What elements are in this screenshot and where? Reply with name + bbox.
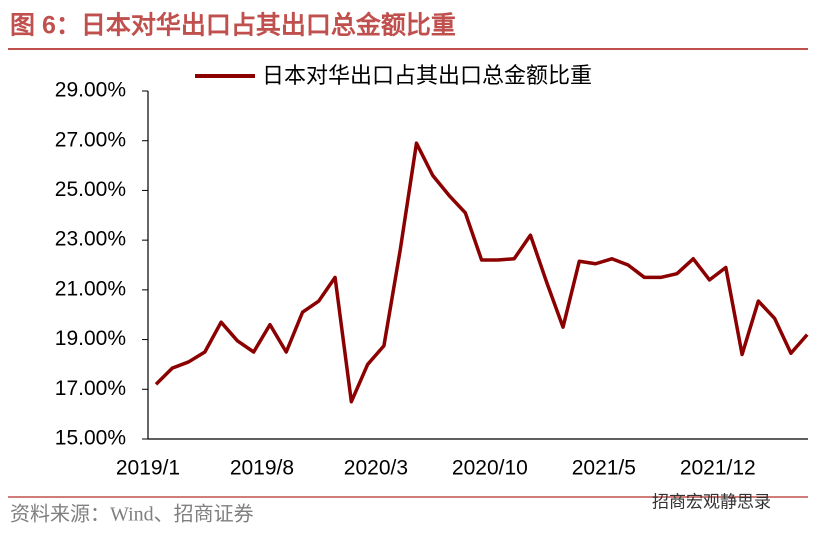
y-tick-label: 15.00% <box>55 427 126 450</box>
chart-title: 图 6：日本对华出口占其出口总金额比重 <box>10 11 456 40</box>
y-tick-label: 27.00% <box>55 128 126 151</box>
watermark: 招商宏观静思录 <box>652 492 771 511</box>
y-tick-label: 19.00% <box>55 327 126 350</box>
y-tick-label: 21.00% <box>55 277 126 300</box>
x-tick-label: 2019/1 <box>116 457 180 480</box>
x-tick-label: 2019/8 <box>230 457 294 480</box>
x-tick-label: 2021/5 <box>572 457 636 480</box>
x-tick-label: 2020/3 <box>344 457 408 480</box>
x-tick-label: 2020/10 <box>452 457 528 480</box>
y-tick-label: 25.00% <box>55 178 126 201</box>
series-line <box>154 141 809 404</box>
source: 资料来源：Wind、招商证券 <box>10 503 254 526</box>
y-tick-label: 29.00% <box>55 79 126 102</box>
y-tick-label: 17.00% <box>55 377 126 400</box>
x-tick-label: 2021/12 <box>680 457 756 480</box>
legend-label: 日本对华出口占其出口总金额比重 <box>262 63 592 88</box>
y-tick-label: 23.00% <box>55 228 126 251</box>
